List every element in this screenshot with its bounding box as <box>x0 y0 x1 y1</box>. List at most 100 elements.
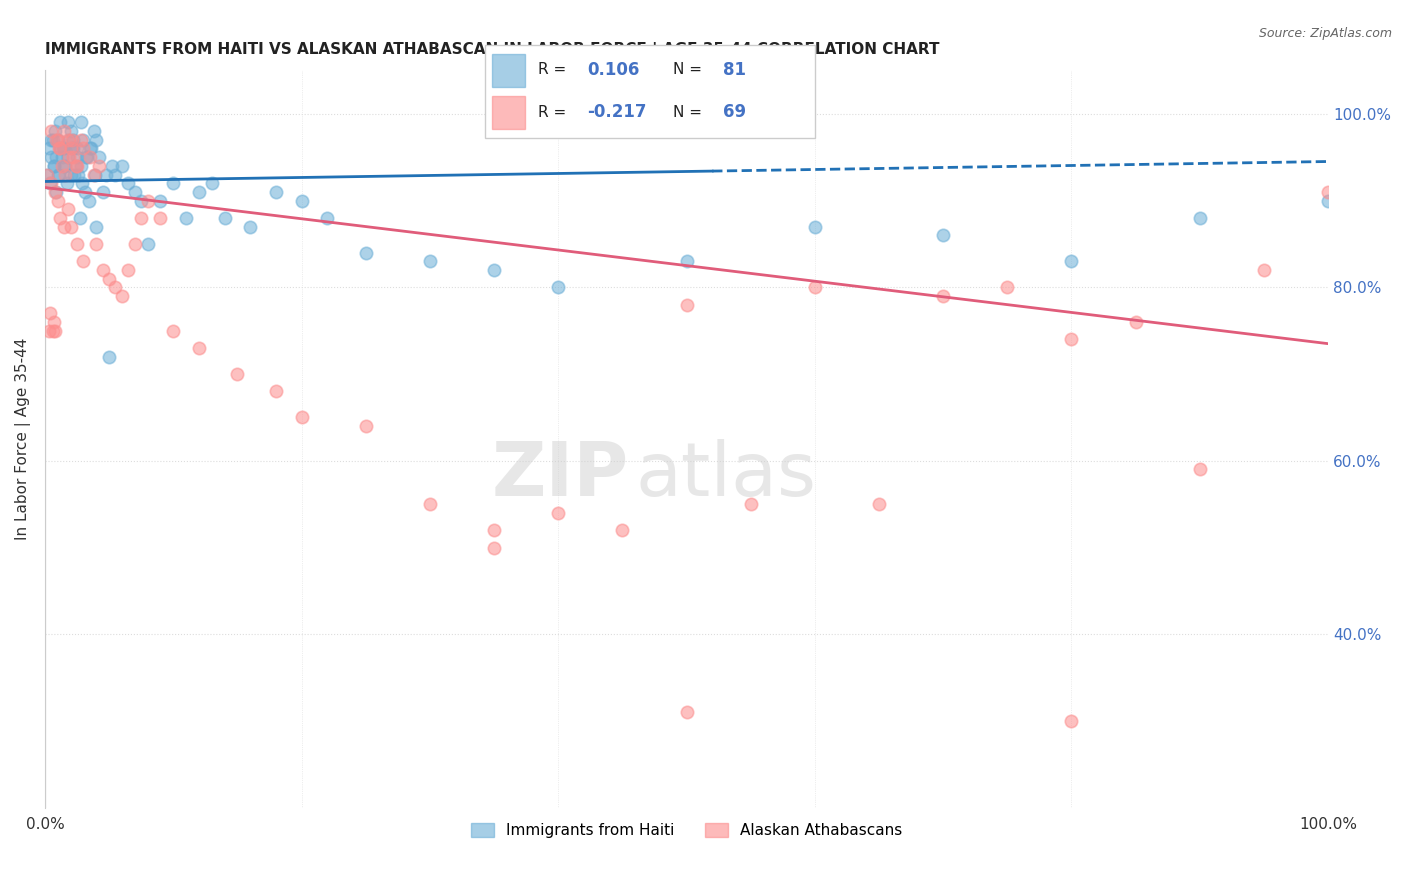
Point <box>354 419 377 434</box>
Point <box>84 168 107 182</box>
Text: -0.217: -0.217 <box>588 103 647 121</box>
Y-axis label: In Labor Force | Age 35-44: In Labor Force | Age 35-44 <box>15 338 31 541</box>
Point <box>55 159 77 173</box>
Point <box>91 185 114 199</box>
Point <box>73 185 96 199</box>
Point <box>482 523 505 537</box>
Point <box>290 194 312 208</box>
Point <box>63 168 86 182</box>
Point <box>1060 332 1083 346</box>
Point <box>42 159 65 173</box>
Point <box>52 141 75 155</box>
Point <box>58 150 80 164</box>
Point <box>72 254 94 268</box>
Point <box>129 194 152 208</box>
Point <box>42 159 65 173</box>
Point <box>69 211 91 225</box>
Point <box>96 168 118 182</box>
Point <box>62 150 84 164</box>
Point <box>419 497 441 511</box>
Point <box>162 324 184 338</box>
Point <box>117 176 139 190</box>
Point <box>804 280 827 294</box>
Point <box>44 324 66 338</box>
Point <box>76 150 98 164</box>
Point <box>49 141 72 155</box>
Point <box>46 133 69 147</box>
Point <box>37 168 59 182</box>
Point <box>482 263 505 277</box>
Point <box>111 289 134 303</box>
Point <box>111 159 134 173</box>
Point <box>46 168 69 182</box>
Point <box>1188 211 1211 225</box>
Point <box>264 185 287 199</box>
Point <box>69 115 91 129</box>
Point <box>804 219 827 234</box>
Point <box>55 168 77 182</box>
Point <box>66 141 89 155</box>
Point <box>104 168 127 182</box>
Point <box>419 254 441 268</box>
Text: 69: 69 <box>723 103 747 121</box>
Point <box>83 124 105 138</box>
Point <box>740 497 762 511</box>
Point <box>1188 462 1211 476</box>
Point <box>174 211 197 225</box>
Point <box>290 410 312 425</box>
Text: atlas: atlas <box>636 440 817 512</box>
Point <box>117 263 139 277</box>
Point <box>45 133 67 147</box>
Point <box>53 159 76 173</box>
Point <box>66 159 89 173</box>
Point <box>1060 714 1083 728</box>
Point <box>1060 254 1083 268</box>
Point <box>482 541 505 555</box>
Point <box>675 298 697 312</box>
Point <box>59 124 82 138</box>
Point <box>42 315 65 329</box>
Point <box>214 211 236 225</box>
Point <box>56 133 79 147</box>
Point <box>136 194 159 208</box>
Point <box>84 219 107 234</box>
Point <box>53 141 76 155</box>
Point <box>56 150 79 164</box>
Point <box>38 324 60 338</box>
Point <box>58 133 80 147</box>
Point <box>51 159 73 173</box>
Point <box>46 133 69 147</box>
Point <box>45 150 67 164</box>
Text: 0.106: 0.106 <box>588 61 640 78</box>
Text: R =: R = <box>538 104 567 120</box>
Point <box>44 124 66 138</box>
Point <box>187 185 209 199</box>
Point <box>62 133 84 147</box>
Point <box>48 141 70 155</box>
Point <box>69 159 91 173</box>
Point <box>75 150 97 164</box>
Point <box>49 211 72 225</box>
Point <box>100 159 122 173</box>
Point <box>87 150 110 164</box>
Legend: Immigrants from Haiti, Alaskan Athabascans: Immigrants from Haiti, Alaskan Athabasca… <box>464 817 908 845</box>
Point <box>129 211 152 225</box>
Point <box>62 141 84 155</box>
Point <box>226 367 249 381</box>
Point <box>49 141 72 155</box>
Point <box>84 133 107 147</box>
Point <box>49 115 72 129</box>
Point <box>59 219 82 234</box>
Point <box>239 219 262 234</box>
Point <box>41 324 63 338</box>
Point <box>1125 315 1147 329</box>
Point <box>45 185 67 199</box>
Point <box>70 176 93 190</box>
Point <box>932 228 955 243</box>
Point <box>39 150 62 164</box>
Text: N =: N = <box>673 62 703 78</box>
Point <box>149 194 172 208</box>
Point <box>56 202 79 217</box>
Point <box>201 176 224 190</box>
Point <box>69 133 91 147</box>
